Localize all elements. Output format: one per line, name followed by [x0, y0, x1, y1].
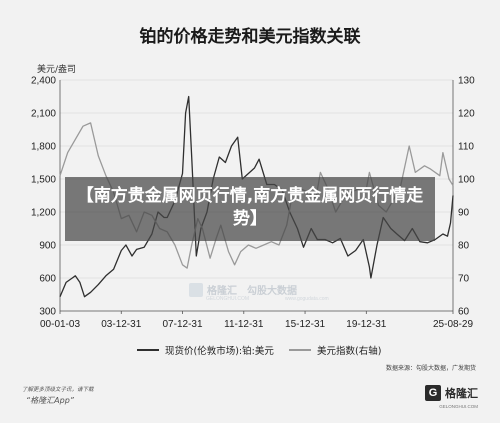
y-left-tick-label: 2,100	[31, 109, 56, 120]
footer-logo: G 格隆汇	[425, 385, 478, 401]
y-right-tick-label: 70	[458, 274, 470, 285]
x-tick-label: 25-08-29	[433, 319, 473, 330]
legend-item-usd-index: 美元指数(右轴)	[289, 343, 381, 357]
y-right-tick-label: 80	[458, 241, 470, 252]
y-left-tick-label: 1,800	[31, 142, 56, 153]
y-left-tick-label: 1,500	[31, 175, 56, 186]
watermark-brand: 格隆汇	[207, 286, 237, 297]
y-left-tick-label: 900	[39, 241, 56, 252]
footer-logo-sub: GELONGHUI.COM	[439, 404, 478, 409]
y-left-tick-label: 600	[39, 274, 56, 285]
watermark-brand-2: 勾股大数据	[247, 286, 297, 297]
y-right-tick-label: 110	[458, 142, 474, 153]
watermark-logo-icon	[189, 282, 203, 297]
x-tick-label: 00-01-03	[40, 319, 80, 330]
y-right-tick-label: 90	[458, 208, 470, 219]
y-right-tick-label: 60	[458, 307, 470, 318]
footer-line-1: 了解更多顶级文子讯，请下载	[22, 387, 94, 393]
y-left-tick-label: 300	[39, 307, 56, 318]
legend-label-usd-index: 美元指数(右轴)	[317, 346, 382, 357]
y-left-tick-label: 2,400	[31, 76, 56, 87]
y-right-tick-label: 130	[458, 76, 475, 87]
y-right-tick-label: 120	[458, 109, 475, 120]
legend-item-platinum: 现货价(伦敦市场):铂:美元	[137, 343, 274, 357]
article-title-text: 【南方贵金属网页行情,南方贵金属网页行情走势】	[76, 186, 424, 229]
footer-bar: 了解更多顶级文子讯，请下载 “格隆汇App” G 格隆汇 GELONGHUI.C…	[0, 378, 500, 423]
legend-swatch-platinum	[137, 349, 159, 351]
footer-line-2: “格隆汇App”	[26, 396, 74, 405]
footer-logo-icon: G	[425, 385, 441, 401]
chart-title: 铂的价格走势和美元指数关联	[139, 27, 361, 47]
x-tick-label: 03-12-31	[101, 319, 141, 330]
y-right-tick-label: 100	[458, 175, 475, 186]
watermark: 格隆汇 勾股大数据 GELONGHUI.COM www.gogudata.com	[189, 282, 329, 302]
axis-layer: 300 600 900 1,200 1,500 1,800 2,100 2,400 60 70 80…	[31, 76, 475, 331]
article-title-overlay: 【南方贵金属网页行情,南方贵金属网页行情走势】	[65, 177, 435, 241]
legend-label-platinum: 现货价(伦敦市场):铂:美元	[165, 346, 274, 357]
source-note: 数据来源：勾股大数据，广发期货	[385, 365, 476, 372]
legend-swatch-usd-index	[289, 349, 311, 351]
y-left-tick-label: 1,200	[31, 208, 56, 219]
footer-logo-text: 格隆汇	[445, 387, 478, 400]
watermark-sub-1: GELONGHUI.COM	[206, 296, 250, 302]
watermark-sub-2: www.gogudata.com	[285, 296, 329, 302]
x-tick-label: 15-12-31	[285, 319, 325, 330]
x-tick-label: 11-12-31	[224, 319, 264, 330]
left-axis-unit: 美元/盎司	[37, 65, 77, 75]
x-tick-label: 07-12-31	[163, 319, 203, 330]
x-tick-label: 19-12-31	[346, 319, 386, 330]
